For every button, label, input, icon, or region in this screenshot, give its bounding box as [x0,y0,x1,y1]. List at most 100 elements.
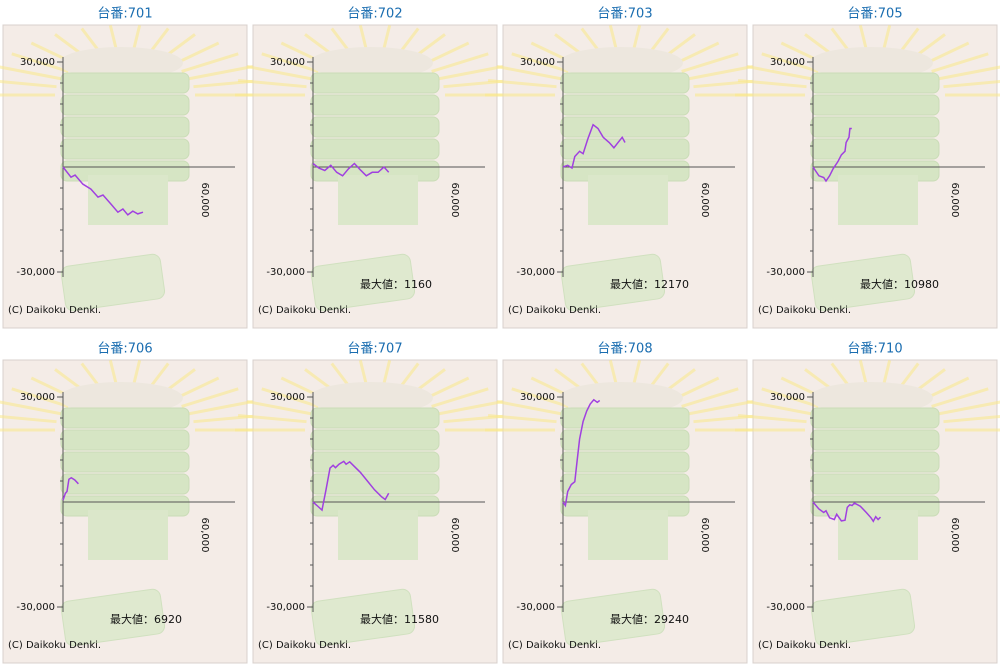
ray [487,78,557,89]
box-layer [310,116,440,138]
ray [496,400,562,416]
ray [0,415,57,424]
box-base [88,175,168,225]
box-layer [60,451,190,473]
ray [181,52,239,73]
tray [310,588,416,647]
box-layer [60,429,190,451]
ray [188,65,254,81]
x-tick-label: 60,000 [199,183,210,218]
balls [59,382,183,414]
ray [746,400,812,416]
max-annotation: 最大値：1160 [360,277,432,291]
credit: (C) Daikoku Denki. [758,640,851,651]
chart-title: 台番:701 [97,7,152,22]
y-tick-label: -30,000 [766,602,805,613]
chart-panel: 30,000 -30,000 60,000 (C) Daikoku Denki. [0,24,265,329]
chart-panel: 30,000 -30,000 60,000 最大値：10980 (C) Daikoku … [735,24,1000,329]
chart-title: 台番:703 [597,7,652,22]
box-layer [810,407,940,429]
box-base [88,510,168,560]
box-layer [810,429,940,451]
box-layer [560,451,690,473]
chart-title: 台番:710 [847,342,902,357]
y-tick-label: -30,000 [266,602,305,613]
y-tick-label: 30,000 [20,392,55,403]
credit: (C) Daikoku Denki. [258,305,351,316]
ray [438,65,504,81]
ray [943,80,1000,89]
x-tick-label: 60,000 [199,518,210,553]
ray [931,387,989,408]
box-layer [810,72,940,94]
ray [737,413,807,424]
y-tick-label: -30,000 [516,602,555,613]
box-layer [560,429,690,451]
balls [309,47,433,79]
box-layer [560,94,690,116]
ray [761,387,819,408]
background-illustration [485,25,765,312]
background-illustration [0,25,265,312]
credit: (C) Daikoku Denki. [508,305,601,316]
tray [60,588,166,647]
box-base [838,175,918,225]
max-annotation: 最大値：10980 [860,277,939,291]
box-layer [560,72,690,94]
x-tick-label: 60,000 [449,518,460,553]
credit: (C) Daikoku Denki. [508,640,601,651]
y-tick-label: 30,000 [20,57,55,68]
max-annotation: 最大値：6920 [110,612,182,626]
box-layer [60,407,190,429]
ray [0,400,62,416]
chart-title: 台番:708 [597,342,652,357]
box-layer [60,138,190,160]
background-illustration [235,360,515,647]
ray [938,65,1000,81]
chart-title: 台番:702 [347,7,402,22]
ray [237,413,307,424]
chart-panel: 30,000 -30,000 60,000 最大値：12170 (C) Daikoku … [485,24,765,329]
box-layer [810,116,940,138]
box-layer [560,407,690,429]
box-layer [810,138,940,160]
chart-panel: 30,000 -30,000 60,000 最大値：6920 (C) Daikoku D… [0,359,265,664]
chart-title: 台番:705 [847,7,902,22]
x-tick-label: 60,000 [699,183,710,218]
balls [809,382,933,414]
box-layer [810,94,940,116]
chart-panel: 30,000 -30,000 60,000 (C) Daikoku Denki. [735,359,1000,664]
credit: (C) Daikoku Denki. [758,305,851,316]
box-layer [310,429,440,451]
x-tick-label: 60,000 [699,518,710,553]
ray [11,387,69,408]
ray [688,65,754,81]
ray [246,65,312,81]
credit: (C) Daikoku Denki. [258,640,351,651]
ray [681,387,739,408]
y-tick-label: -30,000 [16,602,55,613]
ray [431,387,489,408]
ray [181,387,239,408]
box-base [338,175,418,225]
background-illustration [735,360,1000,647]
box-layer [60,94,190,116]
y-tick-label: -30,000 [516,267,555,278]
ray [681,52,739,73]
y-tick-label: 30,000 [270,57,305,68]
max-annotation: 最大値：11580 [360,612,439,626]
balls [309,382,433,414]
chart-panel: 30,000 -30,000 60,000 最大値：1160 (C) Daikoku D… [235,24,515,329]
data-line [812,501,882,523]
ray [688,400,754,416]
y-tick-label: -30,000 [266,267,305,278]
balls [59,47,183,79]
ray [496,65,562,81]
ray [188,400,254,416]
box-layer [810,451,940,473]
chart-title: 台番:706 [97,342,152,357]
ray [0,65,62,81]
box-layer [60,72,190,94]
box-layer [810,473,940,495]
y-tick-label: 30,000 [520,57,555,68]
